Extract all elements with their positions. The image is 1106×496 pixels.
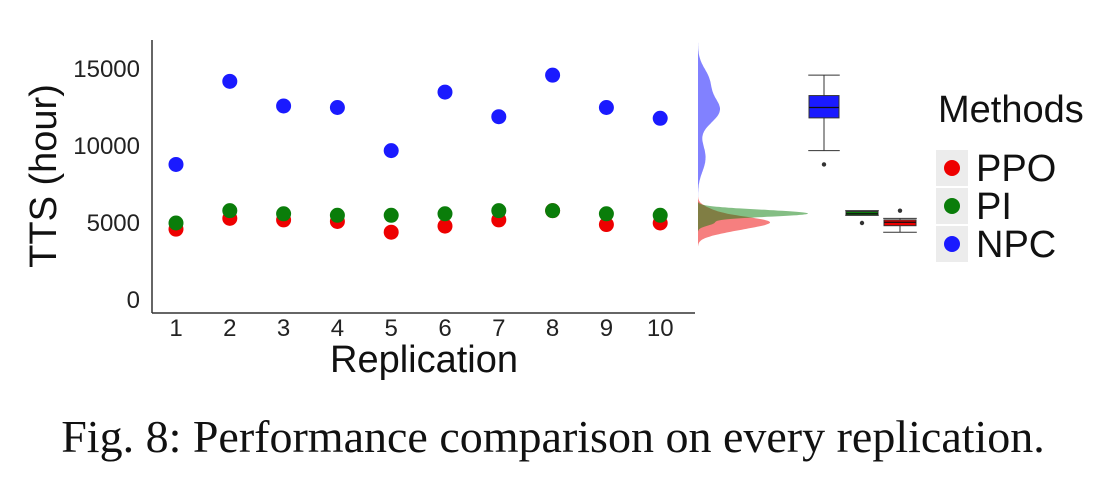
x-tick-label: 7 [492,315,505,342]
y-tick-label: 15000 [73,56,140,83]
density-pi [698,202,808,232]
point-pi [168,215,184,231]
x-tick-label: 10 [647,315,674,342]
density-ppo [698,196,770,247]
x-ticks: 1 2 3 4 5 6 7 8 9 10 [169,315,673,342]
x-tick-label: 5 [385,315,398,342]
y-ticks: 0 5000 10000 15000 [73,56,140,314]
x-tick-label: 3 [277,315,290,342]
x-tick-label: 6 [438,315,451,342]
legend-label-ppo: PPO [976,148,1056,190]
point-npc [545,67,561,83]
x-tick-label: 8 [546,315,559,342]
marginal-densities [698,42,808,247]
boxplot-ppo [883,208,917,233]
legend-title: Methods [938,89,1084,131]
legend-key-pi [944,198,960,214]
boxplot-npc [808,74,840,167]
point-pi [383,207,399,223]
point-pi [329,207,345,223]
point-npc [491,109,507,125]
x-tick-label: 2 [223,315,236,342]
figure-caption: Fig. 8: Performance comparison on every … [61,411,1045,462]
point-npc [383,143,399,159]
point-npc [329,100,345,115]
legend-label-npc: NPC [976,224,1056,266]
marginal-boxplots [808,74,917,233]
point-ppo [598,217,614,233]
legend-label-pi: PI [976,186,1012,228]
y-tick-label: 5000 [87,210,140,237]
y-tick-label: 0 [127,287,140,314]
x-tick-label: 1 [169,315,182,342]
point-npc [168,156,184,172]
legend-key-ppo [944,160,960,176]
y-axis-label: TTS (hour) [23,84,65,268]
point-pi [437,206,453,222]
x-axis-label: Replication [330,339,518,381]
point-npc [276,98,292,114]
chart-figure: TTS (hour) Replication 0 5000 10000 15000 1… [23,40,1084,381]
point-npc [222,73,238,89]
point-ppo [383,224,399,240]
point-npc [652,110,668,126]
point-pi [276,206,292,222]
point-ppo [437,218,453,234]
point-pi [598,206,614,222]
point-pi [652,207,668,223]
point-pi [491,203,507,219]
boxplot-pi [845,210,879,226]
point-pi [545,203,561,219]
point-pi [222,203,238,219]
scatter-points [168,67,668,240]
point-npc [598,100,614,115]
y-tick-label: 10000 [73,133,140,160]
x-tick-label: 4 [331,315,344,342]
legend-key-npc [944,236,960,252]
x-tick-label: 9 [600,315,613,342]
point-npc [437,84,453,100]
density-npc [698,42,720,197]
